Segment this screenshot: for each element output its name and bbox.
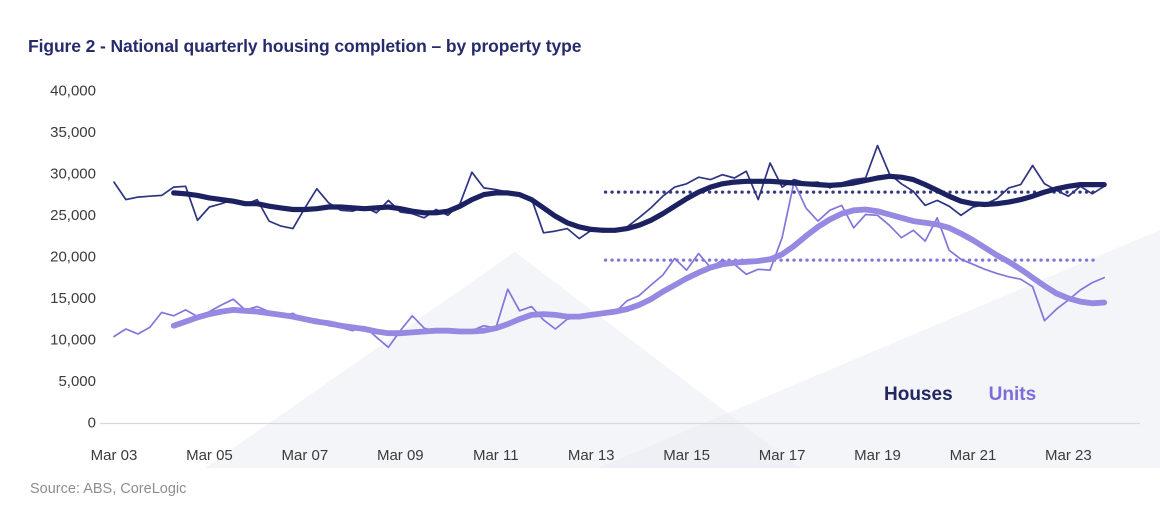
legend-houses-label: Houses (884, 384, 953, 405)
x-tick-label: Mar 21 (950, 447, 997, 464)
x-tick-label: Mar 03 (91, 447, 138, 464)
x-tick-label: Mar 05 (186, 447, 233, 464)
x-tick-label: Mar 13 (568, 447, 615, 464)
x-tick-label: Mar 11 (473, 447, 519, 464)
x-tick-label: Mar 07 (282, 447, 329, 464)
source-note: Source: ABS, CoreLogic (30, 481, 187, 497)
figure-title: Figure 2 - National quarterly housing co… (28, 36, 582, 56)
x-tick-label: Mar 23 (1045, 447, 1092, 464)
x-tick-label: Mar 19 (854, 447, 901, 464)
x-tick-label: Mar 17 (759, 447, 806, 464)
y-tick-label: 30,000 (50, 166, 96, 183)
y-tick-label: 35,000 (50, 124, 96, 141)
units-trend-line (170, 206, 1108, 337)
y-tick-label: 0 (88, 415, 96, 432)
chart-legend: Houses Units (884, 384, 1036, 406)
x-tick-label: Mar 15 (663, 447, 710, 464)
y-tick-label: 25,000 (50, 207, 96, 224)
y-tick-label: 20,000 (50, 249, 96, 266)
y-tick-label: 5,000 (58, 373, 96, 390)
y-tick-label: 15,000 (50, 290, 96, 307)
background-wedge (598, 230, 1160, 468)
y-tick-label: 40,000 (50, 83, 96, 100)
y-tick-label: 10,000 (50, 332, 96, 349)
background-wedge (205, 252, 800, 468)
x-tick-label: Mar 09 (377, 447, 424, 464)
legend-units-label: Units (988, 384, 1037, 405)
houses-trend-line (171, 173, 1107, 233)
